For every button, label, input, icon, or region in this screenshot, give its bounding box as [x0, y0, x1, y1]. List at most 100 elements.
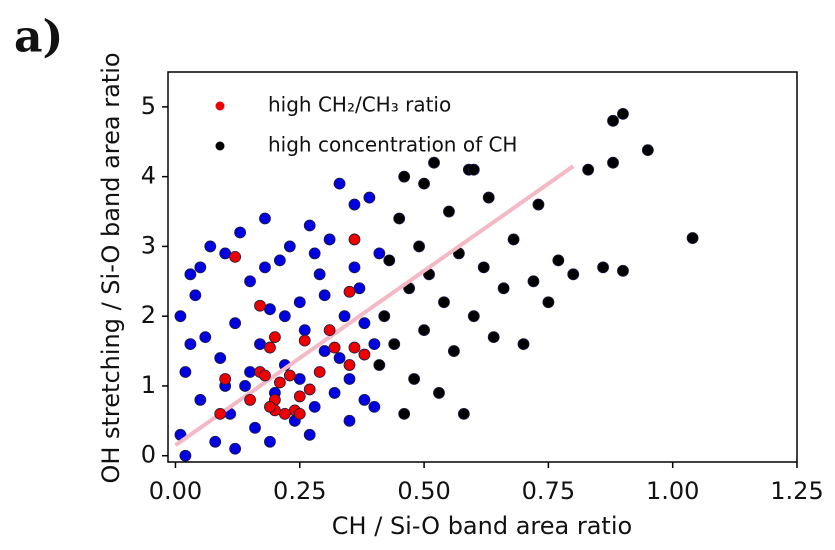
point — [363, 191, 376, 204]
point — [418, 177, 430, 190]
point — [229, 250, 242, 263]
point — [199, 331, 212, 344]
legend-marker — [215, 141, 225, 151]
point — [278, 407, 291, 420]
point — [457, 407, 470, 420]
legend-label: high concentration of CH — [268, 133, 517, 157]
point — [358, 317, 371, 330]
point — [433, 387, 445, 399]
point — [298, 324, 311, 337]
point — [323, 324, 336, 337]
point — [398, 407, 411, 420]
point — [174, 310, 187, 323]
point — [582, 163, 595, 176]
x-tick-label: 1.25 — [770, 477, 823, 505]
point — [597, 261, 609, 274]
x-tick-label: 0.50 — [397, 477, 450, 505]
point — [303, 383, 316, 396]
point — [328, 341, 341, 354]
point — [333, 352, 346, 364]
point — [298, 334, 311, 347]
point — [532, 198, 545, 211]
point — [264, 400, 276, 413]
point — [443, 205, 455, 218]
x-tick-label: 0.00 — [149, 477, 202, 505]
point — [179, 449, 192, 462]
x-tick-label: 0.75 — [522, 477, 575, 505]
point — [219, 373, 232, 385]
point — [259, 212, 271, 225]
y-tick-label: 5 — [141, 92, 156, 120]
point — [343, 359, 356, 371]
point — [328, 387, 341, 399]
point — [244, 275, 256, 288]
point — [244, 394, 256, 406]
point — [254, 338, 266, 350]
point — [418, 324, 430, 337]
point — [338, 310, 351, 323]
point — [219, 247, 232, 260]
point — [477, 261, 490, 274]
point — [204, 240, 217, 253]
y-tick-label: 2 — [141, 301, 156, 329]
point — [264, 303, 276, 316]
point — [318, 289, 331, 302]
point — [368, 338, 381, 350]
point — [259, 369, 271, 382]
point — [607, 156, 619, 169]
x-tick-label: 1.00 — [646, 477, 699, 505]
point — [333, 177, 346, 190]
fit-line — [174, 164, 575, 447]
point — [273, 376, 286, 389]
point — [293, 296, 306, 309]
point — [283, 369, 296, 382]
point — [617, 107, 629, 120]
point — [293, 373, 306, 385]
point — [209, 435, 222, 448]
point — [264, 341, 276, 354]
point — [517, 338, 530, 350]
point — [552, 254, 565, 267]
point — [343, 414, 356, 427]
plot — [174, 107, 699, 462]
point — [408, 373, 421, 385]
point — [229, 442, 242, 455]
point — [269, 331, 281, 344]
point — [641, 144, 654, 157]
point — [527, 275, 540, 288]
point — [353, 282, 366, 295]
point — [283, 240, 296, 253]
point — [313, 366, 326, 378]
point — [358, 348, 371, 361]
point — [194, 261, 207, 274]
point — [348, 198, 361, 211]
y-tick-label: 1 — [141, 371, 156, 399]
point — [373, 359, 386, 371]
point — [293, 407, 306, 420]
point — [542, 296, 555, 309]
point — [348, 261, 361, 274]
plot-frame — [167, 71, 798, 463]
point — [343, 285, 356, 298]
point — [487, 331, 500, 344]
point — [249, 421, 261, 434]
point — [229, 317, 242, 330]
point — [184, 338, 197, 350]
point — [308, 247, 321, 260]
point — [378, 310, 391, 323]
point — [343, 373, 356, 385]
point — [482, 191, 495, 204]
y-tick-label: 4 — [141, 162, 156, 190]
point — [323, 233, 336, 246]
point — [358, 394, 371, 406]
y-axis-label: OH stretching / Si-O band area ratio — [97, 52, 125, 483]
point — [214, 352, 227, 364]
panel-label: a) — [14, 12, 63, 63]
point — [393, 212, 406, 225]
x-tick-label: 0.25 — [273, 477, 326, 505]
point — [214, 407, 227, 420]
point — [348, 341, 361, 354]
point — [497, 282, 510, 295]
point — [184, 268, 197, 281]
